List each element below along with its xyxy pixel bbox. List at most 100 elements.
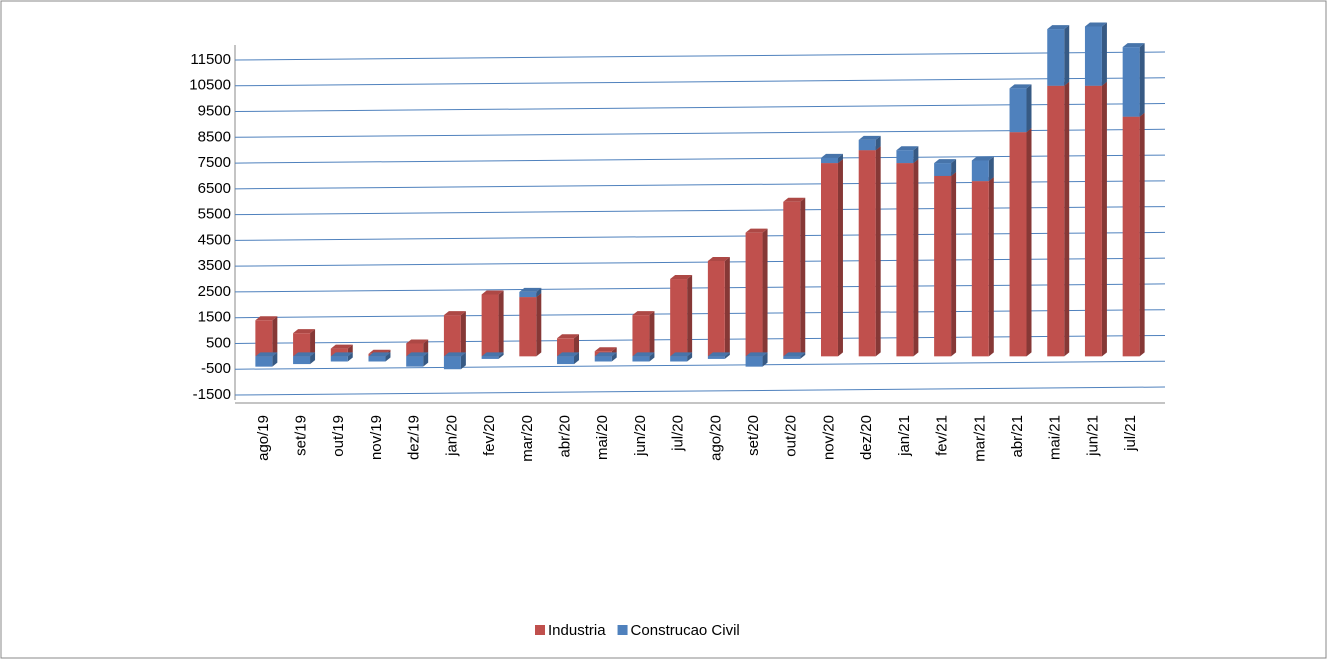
bar [858, 146, 881, 357]
bar-front [481, 356, 499, 359]
bar-front [707, 261, 725, 357]
y-tick-label: 500 [206, 334, 231, 351]
bar [971, 177, 994, 357]
bar-top [707, 352, 730, 357]
bar [896, 146, 919, 164]
bar [632, 352, 655, 362]
bar-front [971, 160, 989, 182]
grid-line [234, 77, 1166, 87]
bar-front [632, 356, 650, 362]
bar [443, 311, 466, 357]
bar-front [820, 163, 838, 357]
bar-front [783, 356, 801, 359]
bar-top [443, 352, 466, 357]
x-tick-label: nov/20 [820, 415, 837, 460]
bar [594, 352, 617, 362]
bar-side [310, 329, 316, 357]
bar-front [1047, 29, 1065, 86]
bar [820, 159, 843, 357]
bar-side [1101, 22, 1107, 86]
bar [368, 352, 391, 362]
bar-front [670, 356, 688, 362]
x-tick-label: mai/21 [1047, 415, 1064, 460]
bar [255, 316, 278, 357]
bar-front [632, 315, 650, 357]
y-tick-label: 10500 [189, 77, 231, 94]
y-tick-label: 8500 [198, 128, 231, 145]
bar-side [460, 311, 466, 357]
bar [1009, 84, 1032, 133]
bar-front [896, 163, 914, 357]
x-tick-label: ago/20 [707, 415, 724, 461]
bar-front [896, 150, 914, 164]
bar-front [443, 356, 461, 370]
bar-front [745, 356, 763, 367]
bar-top [293, 329, 316, 334]
y-tick-label: 6500 [198, 180, 231, 197]
bar [1084, 22, 1107, 86]
bar-top [858, 135, 881, 140]
bar-front [255, 320, 273, 357]
bar [1047, 81, 1070, 357]
bar-top [783, 352, 806, 357]
bar [330, 352, 353, 362]
bar-side [1064, 25, 1070, 86]
bar-side [310, 352, 316, 365]
bar-side [687, 352, 693, 362]
bar [1122, 43, 1145, 117]
x-tick-label: abr/20 [556, 415, 573, 458]
bar-side [1139, 43, 1145, 117]
x-tick-label: out/19 [330, 415, 347, 457]
bar-side [988, 156, 994, 182]
bar-top [745, 228, 768, 233]
bar-top [406, 352, 429, 357]
bar [255, 352, 278, 367]
bar-front [293, 356, 311, 365]
bar-top [519, 287, 542, 292]
bar-front [820, 157, 838, 164]
bar-front [1122, 47, 1140, 117]
x-tick-label: set/20 [745, 415, 762, 456]
x-tick-label: jun/20 [632, 415, 649, 457]
bar-side [837, 153, 843, 164]
bar-front [934, 175, 952, 357]
y-tick-label: 11500 [190, 51, 231, 68]
x-tick-label: jul/21 [1122, 415, 1139, 452]
bar [1122, 112, 1145, 357]
bar-front [1122, 116, 1140, 357]
y-tick-label: 4500 [198, 231, 231, 248]
bar [783, 197, 806, 357]
bar [481, 352, 504, 359]
x-tick-label: mar/20 [519, 415, 536, 462]
legend-swatch [535, 625, 545, 635]
legend-label: Industria [548, 622, 606, 639]
bar-front [368, 356, 386, 362]
bar [745, 228, 768, 357]
bar-side [800, 197, 806, 357]
bar-front [707, 356, 725, 359]
bar [1084, 81, 1107, 357]
bar-side [272, 316, 278, 357]
bar-top [481, 352, 504, 357]
bar-top [1009, 84, 1032, 89]
bar [406, 352, 429, 367]
bar-side [724, 352, 730, 359]
x-tick-label: jul/20 [670, 415, 687, 452]
bar-top [670, 352, 693, 357]
bar [745, 352, 768, 367]
bar-front [255, 356, 273, 367]
bar-side [347, 352, 353, 362]
x-tick-label: dez/20 [858, 415, 875, 460]
bar-side [423, 339, 429, 357]
bar [443, 352, 466, 370]
bar-front [783, 201, 801, 357]
bar-side [951, 171, 957, 357]
bar-top [557, 352, 580, 357]
bar-top [1122, 43, 1145, 48]
bar-front [481, 294, 499, 357]
x-tick-label: set/19 [293, 415, 310, 456]
bar-side [498, 352, 504, 359]
bar-top [368, 352, 391, 357]
bar-side [913, 146, 919, 164]
bar [896, 159, 919, 357]
